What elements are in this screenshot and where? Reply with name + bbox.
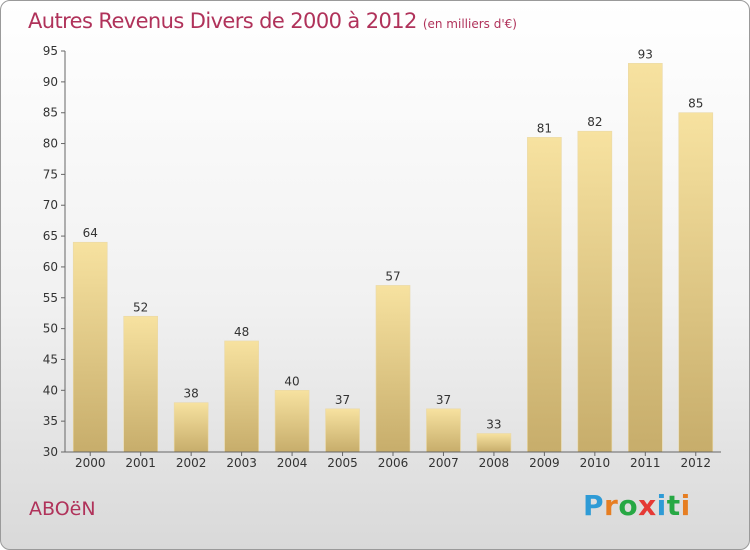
bar-2005 [325, 408, 360, 453]
y-tick-label: 30 [43, 445, 58, 459]
bar-2006 [375, 285, 411, 453]
chart-subtitle: (en milliers d'€) [422, 17, 517, 31]
bar-value-label: 40 [284, 374, 299, 388]
bar-2007 [426, 408, 461, 453]
y-tick-label: 60 [43, 260, 58, 274]
bar-2002 [173, 402, 209, 453]
bar-value-label: 48 [234, 325, 249, 339]
bar-value-label: 52 [133, 300, 148, 314]
x-tick-label: 2012 [680, 456, 711, 470]
bar-value-label: 81 [537, 121, 552, 135]
bar-2000 [72, 241, 108, 453]
y-tick-label: 95 [43, 44, 58, 58]
y-tick-label: 80 [43, 137, 58, 151]
axes-group: 30 35 40 45 50 55 60 65 70 75 80 85 90 95 2000 2001 2002… [43, 44, 721, 470]
bar-2010 [577, 130, 613, 453]
bar-2012 [678, 112, 714, 453]
x-tick-label: 2007 [428, 456, 459, 470]
bar-value-label: 37 [436, 393, 451, 407]
bar-value-label: 37 [335, 393, 350, 407]
bar-value-label: 38 [184, 387, 199, 401]
logo-letter: P [583, 489, 605, 522]
x-tick-label: 2009 [529, 456, 560, 470]
x-tick-label: 2005 [327, 456, 358, 470]
logo-letter: r [604, 489, 619, 522]
logo-letter: i [680, 489, 691, 522]
y-tick-label: 35 [43, 414, 58, 428]
bar-value-label: 93 [638, 47, 653, 61]
x-tick-label: 2008 [479, 456, 510, 470]
y-tick-label: 40 [43, 383, 58, 397]
x-tick-label: 2010 [580, 456, 611, 470]
bar-2003 [224, 340, 259, 453]
y-tick-label: 85 [43, 106, 58, 120]
y-tick-label: 75 [43, 167, 58, 181]
bar-2001 [123, 315, 158, 453]
y-tick-label: 90 [43, 75, 58, 89]
x-tick-label: 2004 [277, 456, 308, 470]
y-tick-label: 50 [43, 322, 58, 336]
y-tick-label: 45 [43, 352, 58, 366]
proxiti-logo: Proxiti [583, 489, 691, 522]
chart-title: Autres Revenus Divers de 2000 à 2012 (en … [28, 9, 517, 33]
x-tick-label: 2003 [226, 456, 257, 470]
bar-2008 [476, 433, 512, 453]
bar-2004 [274, 390, 310, 453]
y-tick-label: 55 [43, 291, 58, 305]
y-tick-label: 70 [43, 198, 58, 212]
bar-2009 [527, 137, 562, 453]
y-tick-label: 65 [43, 229, 58, 243]
chart-title-text: Autres Revenus Divers de 2000 à 2012 [28, 9, 417, 33]
bar-2011 [628, 63, 663, 453]
bar-value-label: 85 [688, 97, 703, 111]
x-tick-label: 2011 [630, 456, 661, 470]
logo-letter: i [656, 489, 667, 522]
city-name: ABOëN [29, 498, 96, 520]
bar-value-label: 64 [83, 226, 98, 240]
logo-letter: x [638, 489, 657, 522]
bar-value-label: 33 [486, 417, 501, 431]
x-tick-label: 2002 [176, 456, 207, 470]
bars-group: 64 52 38 48 40 37 57 37 33 81 82 93 85 [72, 47, 714, 453]
x-tick-label: 2000 [75, 456, 106, 470]
bar-value-label: 82 [587, 115, 602, 129]
bar-value-label: 57 [385, 269, 400, 283]
logo-letter: o [618, 489, 639, 522]
x-tick-label: 2001 [125, 456, 156, 470]
x-tick-label: 2006 [378, 456, 409, 470]
logo-letter: t [666, 489, 681, 522]
